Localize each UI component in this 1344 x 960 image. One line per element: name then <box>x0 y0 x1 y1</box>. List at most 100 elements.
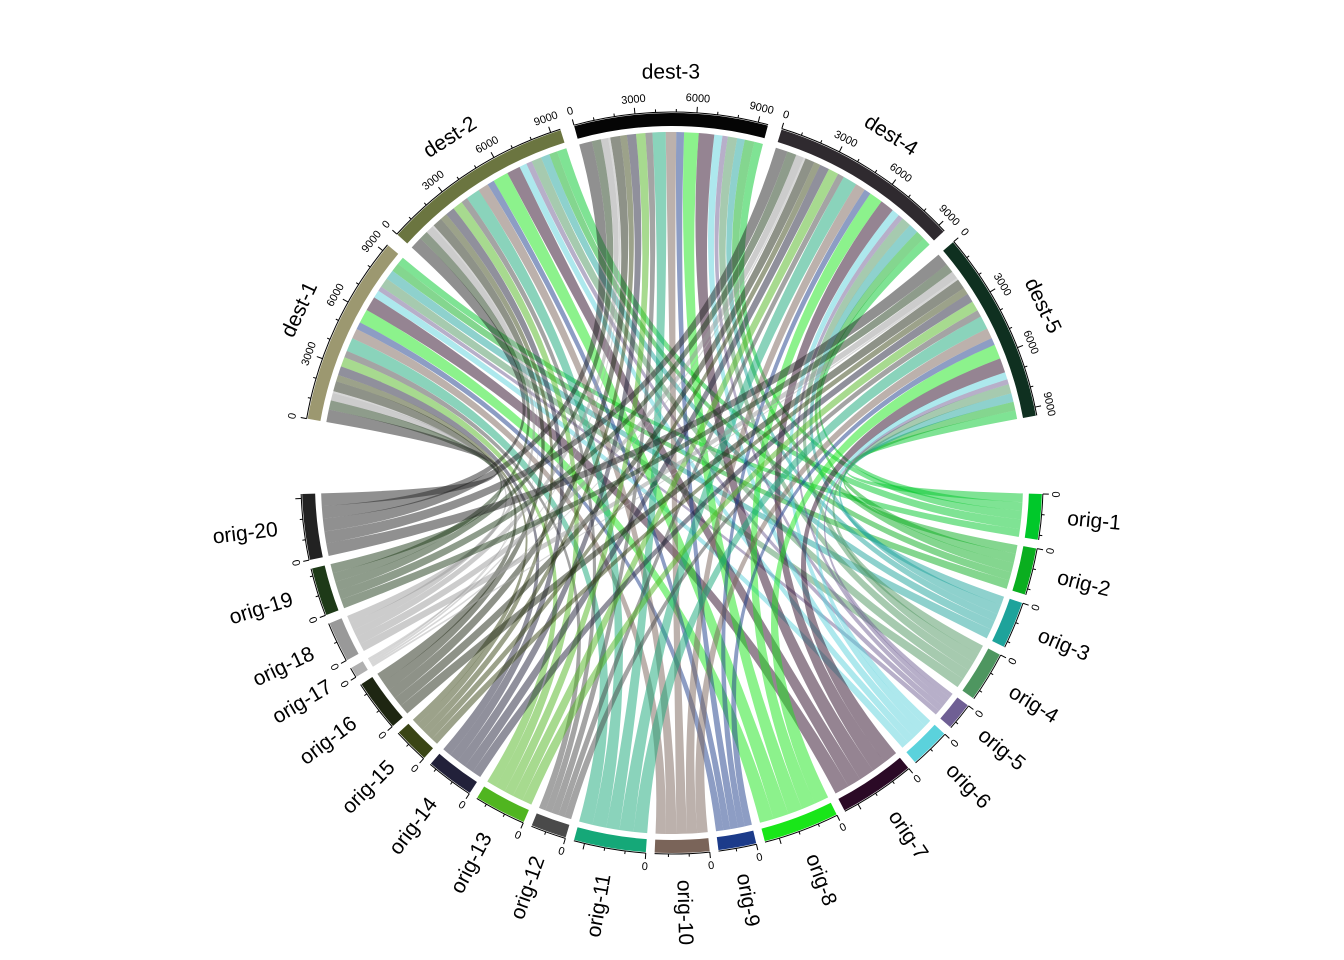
axis-tick-orig-4 <box>1000 654 1007 659</box>
axis-tick-dest-4 <box>891 179 897 185</box>
tick-label-orig-14: 0 <box>456 799 468 812</box>
axis-tick-dest-3 <box>592 117 595 121</box>
axis-tick-orig-19 <box>315 595 319 598</box>
axis-tick-orig-2 <box>1032 568 1036 571</box>
tick-label-dest-3: 3000 <box>621 93 647 107</box>
sector-track-dest-4[interactable] <box>777 129 944 241</box>
sector-track-orig-3[interactable] <box>992 598 1023 647</box>
sector-track-orig-14[interactable] <box>430 753 477 793</box>
axis-tick-dest-4 <box>800 132 803 136</box>
sector-track-orig-5[interactable] <box>940 697 968 728</box>
sector-track-orig-18[interactable] <box>329 618 359 661</box>
sector-label-orig-9: orig-9 <box>732 872 764 929</box>
tick-label-dest-2: 6000 <box>474 134 501 156</box>
chord-orig-7-dest-4 <box>774 201 893 771</box>
sector-track-dest-2[interactable] <box>397 130 565 244</box>
sector-tracks-layer <box>302 113 1042 853</box>
axis-tick-dest-5 <box>953 237 959 242</box>
sector-label-orig-3: orig-3 <box>1034 624 1092 666</box>
axis-tick-orig-2 <box>1027 588 1031 591</box>
axis-tick-dest-3 <box>571 119 575 126</box>
chord-orig-2-dest-5 <box>843 401 1018 554</box>
tick-label-orig-19: 0 <box>306 615 319 625</box>
axis-tick-orig-4 <box>979 690 983 693</box>
sector-label-dest-2: dest-2 <box>419 112 481 163</box>
sector-track-orig-19[interactable] <box>312 565 339 616</box>
chord-orig-1-dest-5 <box>845 410 1023 503</box>
tick-label-dest-2: 9000 <box>533 109 560 128</box>
sector-track-orig-4[interactable] <box>962 648 1000 699</box>
sector-label-orig-1: orig-1 <box>1066 507 1122 535</box>
chord-orig-16-dest-3 <box>388 135 629 699</box>
sector-track-orig-13[interactable] <box>477 786 529 822</box>
sector-track-orig-17[interactable] <box>351 661 368 677</box>
sector-track-dest-3[interactable] <box>574 113 768 139</box>
axis-tick-orig-14 <box>450 781 453 785</box>
sector-track-dest-5[interactable] <box>943 242 1036 418</box>
sector-label-dest-1: dest-1 <box>277 278 322 341</box>
axis-tick-dest-4 <box>857 158 860 162</box>
axis-tick-orig-16 <box>376 710 380 713</box>
sector-track-orig-6[interactable] <box>906 724 945 763</box>
sector-axes-layer <box>295 106 1049 860</box>
axis-line-orig-9 <box>718 843 757 852</box>
axis-line-dest-2 <box>396 128 561 235</box>
sector-label-orig-14: orig-14 <box>384 793 442 859</box>
sector-track-orig-15[interactable] <box>398 723 433 758</box>
sector-label-orig-12: orig-12 <box>506 853 549 922</box>
tick-label-dest-3: 6000 <box>685 92 710 106</box>
axis-tick-dest-1 <box>327 337 331 340</box>
tick-label-dest-1: 9000 <box>359 229 384 256</box>
axis-tick-orig-3 <box>1015 622 1019 625</box>
chord-orig-8-dest-3 <box>682 132 803 815</box>
axis-tick-orig-16 <box>364 693 368 697</box>
axis-tick-dest-3 <box>633 107 636 114</box>
sector-track-orig-7[interactable] <box>838 757 909 811</box>
sector-track-orig-9[interactable] <box>716 830 757 851</box>
axis-tick-orig-7 <box>857 803 862 810</box>
tick-label-dest-3: 9000 <box>748 100 775 117</box>
tick-label-orig-16: 0 <box>375 730 388 742</box>
axis-tick-orig-13 <box>520 822 524 829</box>
axis-tick-orig-10 <box>709 852 711 859</box>
axis-tick-dest-1 <box>377 246 384 252</box>
axis-tick-dest-1 <box>367 264 371 268</box>
sector-track-orig-11[interactable] <box>574 827 647 853</box>
sector-track-orig-12[interactable] <box>531 813 570 838</box>
axis-tick-orig-5 <box>968 705 974 710</box>
sector-track-orig-20[interactable] <box>302 493 323 560</box>
axis-line-dest-5 <box>953 241 1038 416</box>
axis-tick-orig-13 <box>502 813 505 817</box>
sector-track-dest-1[interactable] <box>307 245 399 422</box>
tick-label-dest-5: 9000 <box>1041 391 1058 417</box>
tick-label-orig-2: 0 <box>1044 547 1057 555</box>
tick-label-orig-13: 0 <box>512 829 522 842</box>
tick-label-orig-17: 0 <box>337 679 350 691</box>
chord-orig-8-dest-2 <box>493 173 789 819</box>
sector-track-orig-16[interactable] <box>361 677 403 726</box>
sector-track-orig-8[interactable] <box>761 802 837 842</box>
sector-track-orig-10[interactable] <box>654 838 710 853</box>
axis-tick-orig-14 <box>465 793 470 800</box>
sector-track-orig-1[interactable] <box>1024 493 1042 540</box>
sector-track-orig-2[interactable] <box>1012 546 1037 595</box>
axis-tick-dest-4 <box>781 122 785 129</box>
axis-tick-orig-5 <box>955 721 959 725</box>
axis-tick-dest-2 <box>490 152 495 158</box>
tick-label-dest-4: 0 <box>781 109 790 122</box>
axis-tick-dest-5 <box>1024 365 1028 368</box>
axis-line-orig-8 <box>764 814 838 843</box>
sector-label-dest-4: dest-4 <box>860 110 922 161</box>
sector-label-orig-10: orig-10 <box>672 880 697 946</box>
axis-tick-dest-1 <box>313 376 317 379</box>
tick-label-orig-5: 0 <box>973 708 986 720</box>
sector-label-orig-5: orig-5 <box>973 724 1029 776</box>
tick-label-orig-7: 0 <box>912 773 924 786</box>
chord-orig-12-dest-1 <box>344 350 581 811</box>
axis-tick-dest-1 <box>307 397 311 399</box>
tick-label-dest-2: 3000 <box>420 168 447 193</box>
sector-label-orig-15: orig-15 <box>337 756 399 819</box>
axis-tick-orig-4 <box>990 672 994 676</box>
axis-line-dest-3 <box>573 111 769 126</box>
